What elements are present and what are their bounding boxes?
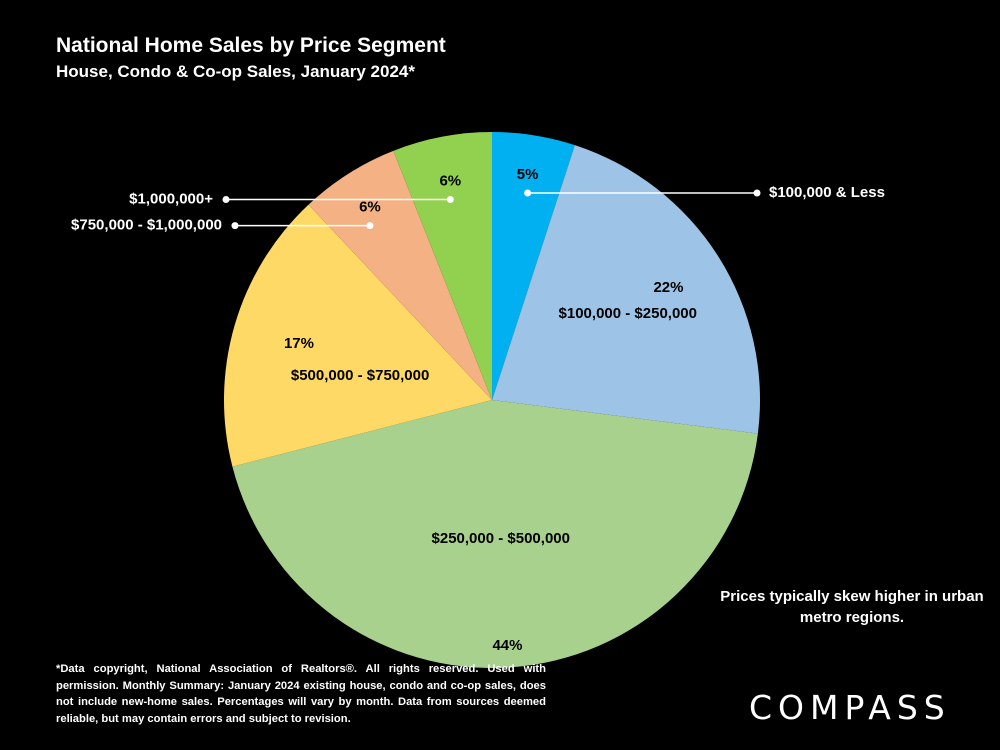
category-label-1-000-000: $1,000,000+ bbox=[129, 190, 213, 207]
value-label-500-000-750-000: 17% bbox=[284, 335, 314, 352]
leader-dot-end-750-000-1-000-000 bbox=[231, 222, 239, 230]
value-label-1-000-000: 6% bbox=[439, 172, 461, 189]
leader-dot-start-100-000-less bbox=[524, 189, 532, 197]
leader-dot-start-1-000-000 bbox=[446, 196, 454, 204]
category-label-250-000-500-000: $250,000 - $500,000 bbox=[432, 530, 570, 547]
pie-slice-750-000-1-000-000 bbox=[308, 150, 492, 400]
pie-slice-500-000-750-000 bbox=[224, 204, 492, 467]
pie-slice-100-000-less bbox=[492, 132, 575, 400]
leader-dot-end-100-000-less bbox=[753, 189, 761, 197]
footnote: *Data copyright, National Association of… bbox=[56, 663, 546, 725]
category-label-100-000-250-000: $100,000 - $250,000 bbox=[559, 305, 697, 322]
chart-subtitle: House, Condo & Co-op Sales, January 2024… bbox=[56, 62, 415, 81]
value-label-100-000-less: 5% bbox=[517, 166, 539, 183]
value-label-750-000-1-000-000: 6% bbox=[359, 199, 381, 216]
category-label-750-000-1-000-000: $750,000 - $1,000,000 bbox=[71, 217, 222, 234]
chart-title: National Home Sales by Price Segment bbox=[56, 34, 446, 57]
pie-slice-100-000-250-000 bbox=[492, 145, 760, 434]
category-label-100-000-less: $100,000 & Less bbox=[769, 184, 885, 201]
leader-dot-end-1-000-000 bbox=[222, 196, 230, 204]
compass-logo: COMPASS bbox=[749, 688, 951, 727]
value-label-250-000-500-000: 44% bbox=[492, 637, 522, 654]
annotation-note: Prices typically skew higher in urban me… bbox=[720, 588, 984, 626]
category-label-500-000-750-000: $500,000 - $750,000 bbox=[291, 367, 429, 384]
value-label-100-000-250-000: 22% bbox=[653, 279, 683, 296]
leader-dot-start-750-000-1-000-000 bbox=[366, 222, 374, 230]
pie-slice-250-000-500-000 bbox=[232, 400, 758, 668]
